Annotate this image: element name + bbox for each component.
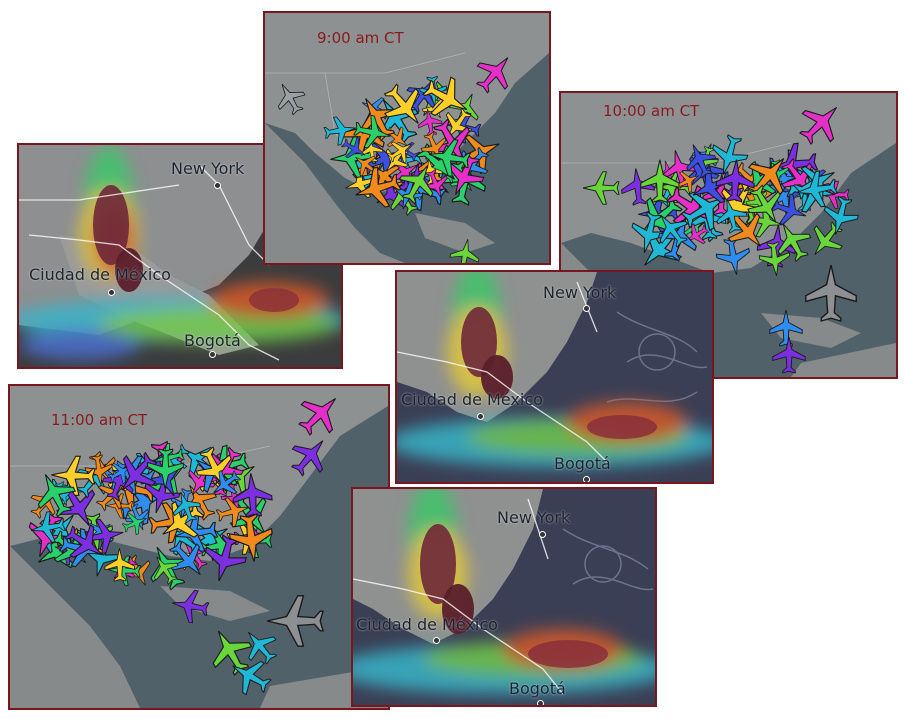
weather-map-panel-3: New York Ciudad de México Bogotá bbox=[351, 487, 657, 707]
weather-map-panel-1: New York Ciudad de México Bogotá bbox=[17, 143, 343, 369]
aircraft-icon bbox=[805, 264, 857, 322]
aircraft-icon bbox=[228, 513, 273, 562]
aircraft-icon bbox=[680, 191, 726, 232]
aircraft-icon bbox=[30, 511, 67, 543]
aircraft-icon bbox=[63, 524, 103, 558]
city-label-new-york: New York bbox=[171, 159, 245, 178]
city-label-bogota: Bogotá bbox=[184, 331, 241, 350]
aircraft-icon bbox=[420, 131, 447, 161]
aircraft-icon bbox=[51, 455, 96, 496]
city-marker-new-york bbox=[539, 531, 546, 538]
city-label-mexico-city: Ciudad de México bbox=[356, 615, 498, 634]
aircraft-icon bbox=[659, 215, 689, 248]
aircraft-icon bbox=[582, 171, 620, 205]
aircraft-group-1100 bbox=[28, 397, 337, 696]
flight-map-panel-900: 9:00 am CT bbox=[263, 11, 551, 265]
aircraft-icon bbox=[769, 309, 803, 347]
aircraft-icon bbox=[621, 168, 655, 206]
aircraft-icon bbox=[353, 114, 391, 149]
aircraft-icon bbox=[232, 660, 272, 696]
flight-map-panel-1100: 11:00 am CT bbox=[8, 384, 390, 710]
aircraft-icon bbox=[428, 139, 472, 178]
aircraft-icon bbox=[172, 491, 202, 524]
aircraft-icon bbox=[248, 631, 278, 665]
aircraft-icon bbox=[323, 116, 356, 146]
time-label-900: 9:00 am CT bbox=[317, 29, 404, 47]
aircraft-icon bbox=[475, 57, 509, 94]
aircraft-icon bbox=[232, 473, 273, 518]
aircraft-icon bbox=[823, 195, 859, 235]
city-marker-bogota bbox=[209, 351, 216, 358]
aircraft-icon bbox=[266, 595, 324, 647]
aircraft-icon bbox=[107, 555, 142, 586]
aircraft-icon bbox=[686, 144, 717, 179]
aircraft-group-1000 bbox=[582, 106, 859, 374]
aircraft-icon bbox=[104, 548, 135, 582]
city-label-mexico-city: Ciudad de México bbox=[401, 390, 543, 409]
city-marker-bogota bbox=[583, 476, 590, 482]
flight-map-900 bbox=[265, 13, 549, 263]
aircraft-icon bbox=[162, 500, 205, 538]
aircraft-icon bbox=[716, 198, 748, 234]
aircraft-icon bbox=[360, 138, 384, 164]
city-marker-mexico-city bbox=[477, 413, 484, 420]
aircraft-icon bbox=[712, 134, 749, 175]
city-marker-bogota bbox=[537, 700, 544, 705]
city-label-new-york: New York bbox=[497, 508, 571, 527]
flight-map-1100 bbox=[10, 386, 388, 708]
aircraft-icon bbox=[386, 141, 412, 164]
aircraft-icon bbox=[770, 193, 807, 225]
city-label-bogota: Bogotá bbox=[554, 454, 611, 473]
aircraft-icon bbox=[277, 83, 306, 116]
aircraft-icon bbox=[147, 448, 184, 489]
time-label-1100: 11:00 am CT bbox=[51, 411, 148, 429]
weather-map-2 bbox=[397, 272, 712, 482]
city-label-bogota: Bogotá bbox=[509, 679, 566, 698]
aircraft-icon bbox=[121, 451, 158, 491]
aircraft-icon bbox=[640, 159, 680, 203]
aircraft-icon bbox=[747, 184, 781, 223]
city-marker-mexico-city bbox=[108, 289, 115, 296]
aircraft-icon bbox=[148, 502, 194, 544]
aircraft-icon bbox=[172, 589, 210, 624]
aircraft-icon bbox=[685, 223, 710, 244]
aircraft-icon bbox=[715, 159, 755, 203]
aircraft-icon bbox=[195, 446, 232, 488]
aircraft-icon bbox=[107, 462, 132, 485]
aircraft-icon bbox=[204, 534, 247, 582]
city-label-mexico-city: Ciudad de México bbox=[29, 265, 171, 284]
aircraft-icon bbox=[772, 336, 806, 374]
aircraft-icon bbox=[406, 80, 436, 114]
aircraft-icon bbox=[153, 556, 179, 585]
weather-map-1 bbox=[19, 145, 341, 367]
aircraft-icon bbox=[298, 397, 337, 436]
aircraft-icon bbox=[799, 106, 838, 145]
aircraft-icon bbox=[383, 83, 420, 124]
weather-map-panel-2: New York Ciudad de México Bogotá bbox=[395, 270, 714, 484]
aircraft-icon bbox=[422, 76, 468, 117]
aircraft-icon bbox=[84, 454, 113, 486]
aircraft-icon bbox=[777, 223, 812, 263]
city-marker-mexico-city bbox=[433, 637, 440, 644]
city-label-new-york: New York bbox=[543, 283, 617, 302]
weather-map-3 bbox=[353, 489, 655, 705]
aircraft-icon bbox=[124, 503, 149, 531]
aircraft-icon bbox=[796, 170, 838, 208]
aircraft-group-900 bbox=[277, 57, 509, 263]
aircraft-icon bbox=[290, 440, 324, 477]
aircraft-icon bbox=[37, 474, 77, 518]
aircraft-icon bbox=[121, 513, 147, 536]
aircraft-icon bbox=[398, 165, 434, 205]
aircraft-icon bbox=[355, 166, 402, 208]
aircraft-icon bbox=[340, 136, 366, 159]
aircraft-icon bbox=[215, 497, 250, 528]
aircraft-icon bbox=[101, 465, 134, 502]
city-marker-new-york bbox=[214, 182, 221, 189]
aircraft-icon bbox=[758, 241, 791, 276]
time-label-1000: 10:00 am CT bbox=[603, 102, 700, 120]
aircraft-icon bbox=[213, 469, 242, 495]
city-marker-new-york bbox=[583, 305, 590, 312]
aircraft-icon bbox=[449, 239, 480, 263]
